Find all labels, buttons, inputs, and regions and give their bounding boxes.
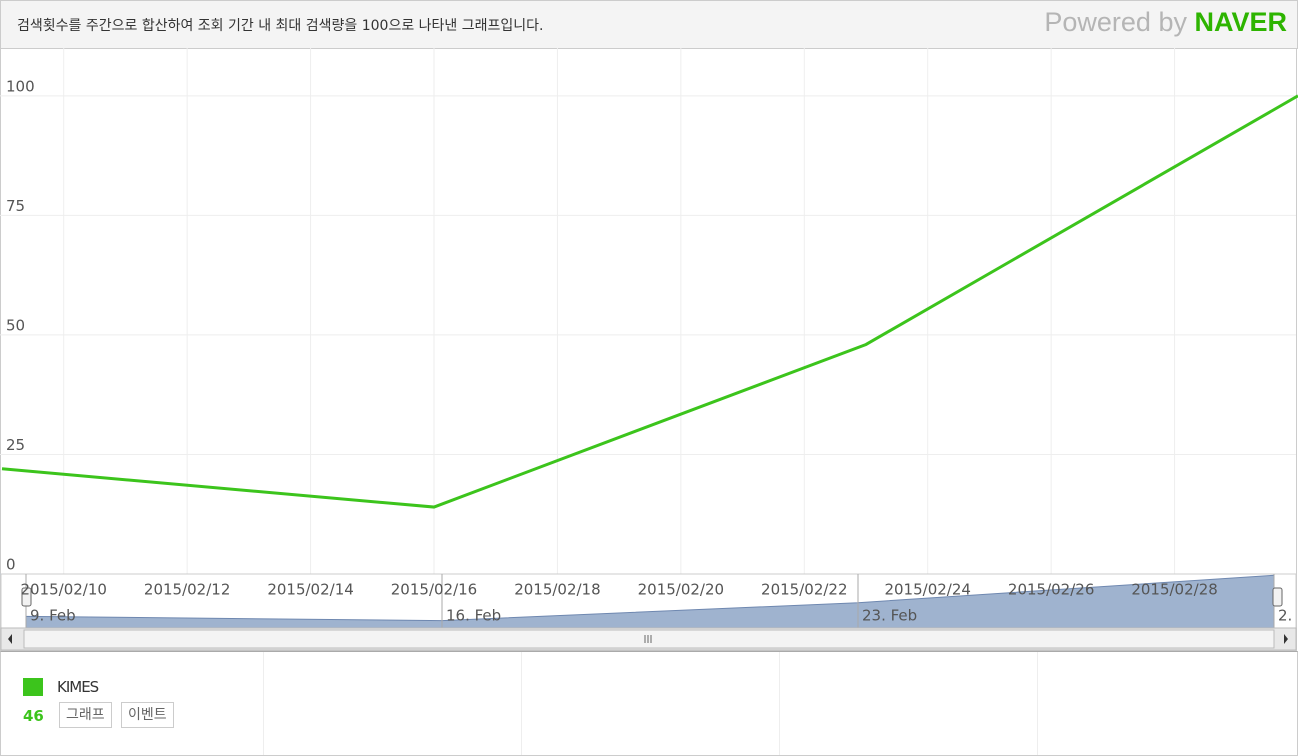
navigator-handle[interactable] bbox=[21, 587, 32, 607]
navigator-label: 16. Feb bbox=[446, 607, 501, 625]
divider bbox=[779, 652, 780, 755]
x-tick-label: 2015/02/12 bbox=[144, 581, 230, 599]
graph-button[interactable]: 그래프 bbox=[59, 702, 112, 728]
chart: 0 25 50 75 100 9. Feb 16. Feb 23. Feb 2. 2015/02/… bbox=[0, 48, 1298, 651]
powered-by: Powered by NAVER bbox=[1044, 7, 1287, 38]
x-tick-label: 2015/02/14 bbox=[267, 581, 353, 599]
y-tick-label: 50 bbox=[6, 316, 25, 334]
brand: NAVER bbox=[1194, 7, 1287, 37]
x-tick-label: 2015/02/20 bbox=[638, 581, 724, 599]
x-tick-label: 2015/02/24 bbox=[884, 581, 970, 599]
y-tick-label: 100 bbox=[6, 77, 35, 95]
scroll-right bbox=[1284, 634, 1288, 644]
x-tick-label: 2015/02/18 bbox=[514, 581, 600, 599]
navigator-label: 9. Feb bbox=[30, 607, 76, 625]
legend-panel: KIMES 46 그래프 이벤트 bbox=[0, 651, 1298, 756]
y-tick-label: 75 bbox=[6, 197, 25, 215]
legend-name[interactable]: KIMES bbox=[57, 678, 99, 696]
divider bbox=[1037, 652, 1038, 755]
plot-border bbox=[0, 48, 1297, 651]
powered-by-text: Powered by bbox=[1044, 7, 1187, 37]
legend-swatch bbox=[23, 678, 43, 696]
divider bbox=[521, 652, 522, 755]
x-tick-label: 2015/02/16 bbox=[391, 581, 477, 599]
y-tick-label: 25 bbox=[6, 436, 25, 454]
series-line bbox=[1, 94, 1298, 509]
header: 검색횟수를 주간으로 합산하여 조회 기간 내 최대 검색량을 100으로 나타… bbox=[0, 0, 1298, 49]
legend-value: 46 bbox=[23, 707, 44, 725]
x-tick-label: 2015/02/26 bbox=[1008, 581, 1094, 599]
x-tick-label: 2015/02/22 bbox=[761, 581, 847, 599]
x-tick-label: 2015/02/28 bbox=[1131, 581, 1217, 599]
event-button[interactable]: 이벤트 bbox=[121, 702, 174, 728]
scroll-thumb[interactable] bbox=[23, 629, 1275, 649]
header-note: 검색횟수를 주간으로 합산하여 조회 기간 내 최대 검색량을 100으로 나타… bbox=[17, 18, 544, 34]
divider bbox=[263, 652, 264, 755]
x-tick-label: 2015/02/10 bbox=[20, 581, 106, 599]
y-tick-label: 0 bbox=[6, 556, 16, 574]
navigator-label: 23. Feb bbox=[862, 607, 917, 625]
navigator-label: 2. bbox=[1278, 607, 1292, 625]
navigator-handle[interactable] bbox=[1272, 587, 1283, 607]
scroll-left bbox=[8, 634, 12, 644]
